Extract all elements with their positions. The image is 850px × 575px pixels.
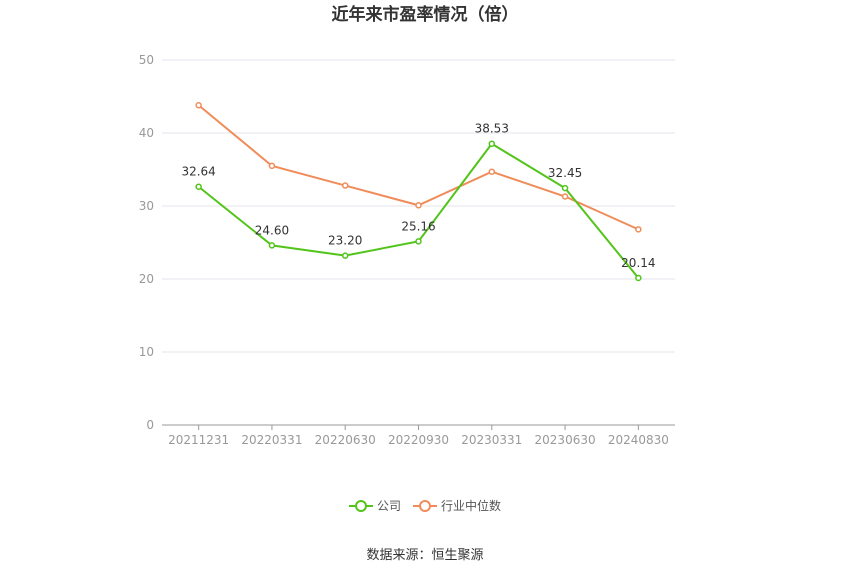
data-point [561,193,569,200]
y-tick-label: 50 [139,53,154,67]
data-point [268,242,276,249]
legend-item-company[interactable]: 公司 [349,499,401,513]
x-tick-label: 20211231 [168,433,229,447]
legend-label: 公司 [377,499,401,513]
data-label: 20.14 [621,256,655,270]
data-source-note: 数据来源：恒生聚源 [366,548,483,563]
series-industry-median [195,102,642,233]
data-label: 23.20 [328,234,362,248]
x-tick-label: 20230630 [535,433,596,447]
data-label: 24.60 [255,223,289,237]
y-tick-label: 30 [139,199,154,213]
data-point [415,238,422,245]
data-point [341,182,349,189]
series-lines [195,102,642,282]
data-label: 32.45 [548,166,582,180]
y-tick-label: 10 [139,345,154,359]
data-point [415,202,422,209]
data-label: 32.64 [181,165,215,179]
series-line [198,142,640,279]
x-axis: 20211231 20220331 20220630 20220930 20230331… [162,424,675,447]
data-point [341,252,349,259]
data-label: 25.16 [401,219,435,233]
x-tick-label: 20230331 [461,433,522,447]
data-point [488,168,496,175]
data-point [488,140,496,147]
data-point [268,162,276,170]
chart-title: 近年来市盈率情况（倍） [332,4,519,25]
legend[interactable]: 公司 行业中位数 [349,498,501,513]
y-tick-label: 0 [146,418,154,432]
data-label: 38.53 [475,122,509,136]
legend-marker-icon [355,500,367,512]
y-tick-label: 40 [139,126,154,140]
legend-item-industry-median[interactable]: 行业中位数 [413,498,501,513]
data-point [195,183,202,190]
data-point [195,102,202,109]
x-tick-label: 20220331 [241,433,302,447]
series-company [195,140,642,282]
x-tick-label: 20240830 [608,433,669,447]
y-axis: 0 10 20 30 40 50 [139,53,154,432]
x-tick-label: 20220930 [388,433,449,447]
y-tick-label: 20 [139,272,154,286]
x-tick-label: 20220630 [315,433,376,447]
legend-label: 行业中位数 [441,498,501,513]
legend-marker-icon [419,500,431,512]
data-labels: 32.64 24.60 23.20 25.16 38.53 32.45 20.14 [181,122,655,270]
data-point [635,274,642,282]
data-point [561,184,569,192]
data-point [635,226,642,233]
